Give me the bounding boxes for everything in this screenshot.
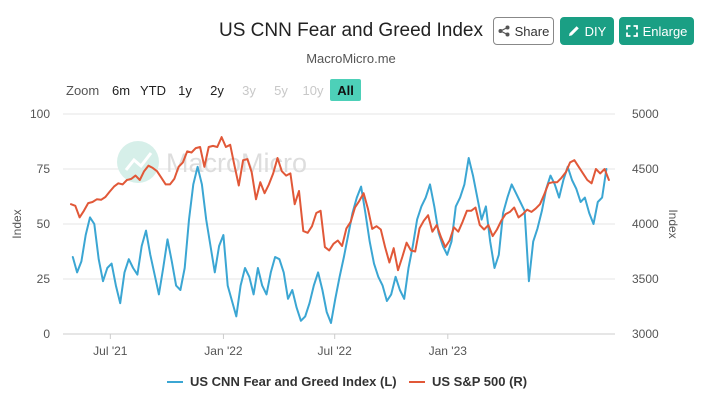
- y-right-tick-label: 4000: [632, 217, 659, 231]
- y-axis-right: 3000 3500 4000 4500 5000: [632, 107, 659, 341]
- y-right-tick-label: 5000: [632, 107, 659, 121]
- legend-label-fear-greed: US CNN Fear and Greed Index (L): [190, 374, 397, 389]
- series-line-sp500: [70, 136, 610, 272]
- y-left-tick-label: 50: [37, 217, 51, 231]
- pencil-icon: [568, 26, 579, 36]
- legend-swatch-fear-greed: [167, 380, 183, 383]
- y-right-tick-label: 3500: [632, 272, 659, 286]
- zoom-all-button[interactable]: All: [330, 79, 361, 101]
- share-label: Share: [514, 23, 550, 39]
- share-icon: [498, 25, 510, 37]
- zoom-2y-button[interactable]: 2y: [210, 82, 224, 98]
- chart-subtitle: MacroMicro.me: [306, 51, 396, 66]
- y-right-tick-label: 3000: [632, 327, 659, 341]
- x-tick-label: Jul '21: [93, 344, 128, 358]
- y-axis-left: 0 25 50 75 100: [30, 107, 50, 341]
- zoom-5y-button: 5y: [274, 82, 288, 98]
- zoom-1y-button[interactable]: 1y: [178, 82, 192, 98]
- share-button[interactable]: Share: [493, 17, 554, 45]
- y-left-tick-label: 75: [37, 162, 51, 176]
- y-axis-left-title: Index: [10, 209, 24, 238]
- y-left-tick-label: 100: [30, 107, 50, 121]
- watermark-trend-icon: [124, 152, 153, 171]
- legend-item-sp500[interactable]: US S&P 500 (R): [409, 374, 527, 389]
- x-tick-label: Jan '23: [429, 344, 468, 358]
- zoom-ytd-button[interactable]: YTD: [140, 82, 166, 98]
- enlarge-button[interactable]: Enlarge: [619, 17, 694, 45]
- y-left-tick-label: 25: [37, 272, 51, 286]
- diy-button[interactable]: DIY: [560, 17, 614, 45]
- y-right-tick-label: 4500: [632, 162, 659, 176]
- zoom-6m-button[interactable]: 6m: [111, 82, 131, 98]
- x-axis: Jul '21 Jan '22 Jul '22 Jan '23: [93, 334, 467, 358]
- series-line-fear-greed: [71, 157, 608, 324]
- y-left-tick-label: 0: [43, 327, 50, 341]
- zoom-label: Zoom: [66, 83, 100, 98]
- enlarge-label: Enlarge: [642, 23, 688, 39]
- legend-item-fear-greed[interactable]: US CNN Fear and Greed Index (L): [167, 374, 397, 389]
- legend-swatch-sp500: [409, 380, 425, 383]
- x-tick-label: Jan '22: [204, 344, 243, 358]
- chart-title: US CNN Fear and Greed Index: [218, 20, 483, 41]
- legend-label-sp500: US S&P 500 (R): [432, 374, 528, 389]
- zoom-3y-button: 3y: [242, 82, 256, 98]
- x-tick-label: Jul '22: [318, 344, 353, 358]
- y-axis-right-title: Index: [666, 209, 680, 238]
- expand-icon: [625, 25, 638, 37]
- diy-label: DIY: [584, 23, 607, 39]
- series-group: [70, 136, 610, 324]
- zoom-10y-button: 10y: [302, 82, 324, 98]
